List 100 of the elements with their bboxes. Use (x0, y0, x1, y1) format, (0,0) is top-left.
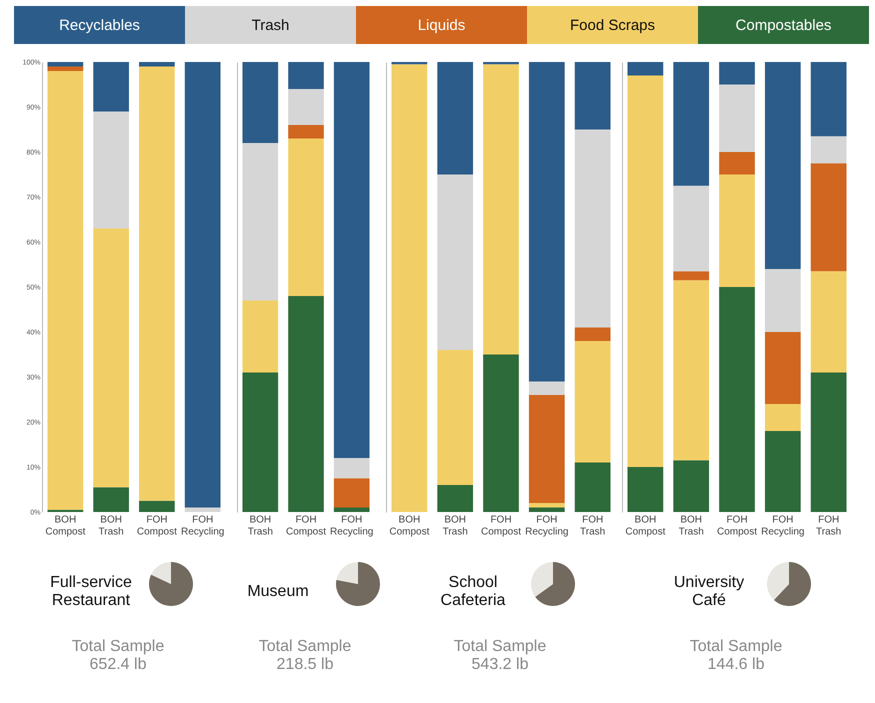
bar (719, 152, 755, 174)
bar (437, 62, 474, 174)
x-tick-label: FOH Recycling (330, 514, 374, 538)
bar (528, 395, 565, 503)
bar (288, 138, 324, 296)
bar (288, 89, 324, 125)
x-tick-label: FOH Compost (716, 514, 758, 538)
bar (719, 62, 755, 84)
bar (574, 462, 610, 512)
bar (184, 508, 221, 512)
bar (93, 62, 129, 112)
bar (719, 174, 755, 287)
bar (628, 62, 664, 76)
bar (483, 64, 519, 354)
bar (764, 404, 801, 431)
text: Compostables (698, 6, 869, 44)
bar (437, 350, 474, 485)
bar (437, 485, 474, 512)
bar (242, 143, 278, 300)
bar (810, 372, 846, 512)
bar (719, 287, 755, 512)
bar (184, 62, 221, 508)
bar (574, 62, 610, 130)
x-tick-label: FOH Trash (816, 514, 842, 538)
bar (47, 66, 84, 71)
text: Total Sample 144.6 lb (688, 638, 784, 674)
bar (139, 66, 175, 501)
bar (47, 62, 84, 66)
bar (139, 500, 175, 512)
bar (673, 62, 710, 186)
text: Food Scraps (527, 6, 698, 44)
bar (47, 71, 84, 510)
bar (483, 354, 519, 512)
text: Total Sample 652.4 lb (70, 638, 166, 674)
bar (288, 125, 324, 138)
bar (242, 372, 278, 512)
text: School Cafeteria (440, 574, 506, 610)
bar (288, 62, 324, 89)
bar (528, 382, 565, 395)
bar (528, 503, 565, 508)
bar (574, 341, 610, 462)
bar (528, 62, 565, 382)
bar (93, 487, 129, 512)
x-tick-label: BOH Trash (442, 514, 468, 538)
text: Full-service Restaurant (49, 574, 133, 610)
pie-slice (767, 562, 789, 600)
bar (574, 130, 610, 328)
bar (673, 186, 710, 272)
bar (93, 112, 129, 228)
x-tick-label: FOH Compost (136, 514, 178, 538)
x-tick-label: FOH Recycling (525, 514, 568, 538)
x-tick-label: FOH Recycling (761, 514, 804, 538)
pie-slice (336, 562, 358, 584)
x-tick-label: BOH Compost (389, 514, 430, 538)
bar (334, 508, 370, 512)
bar (810, 136, 846, 164)
text: Liquids (356, 6, 527, 44)
bar (628, 76, 664, 467)
text: Total Sample 218.5 lb (258, 638, 352, 674)
bar (810, 271, 846, 372)
bar (719, 84, 755, 152)
bar (528, 508, 565, 512)
x-tick-label: BOH Compost (45, 514, 86, 538)
text: Total Sample 543.2 lb (452, 638, 548, 674)
text: Trash (185, 6, 356, 44)
bar (334, 478, 370, 508)
bar (810, 62, 846, 136)
bar (93, 228, 129, 488)
x-tick-label: FOH Compost (480, 514, 522, 538)
bar (764, 431, 801, 512)
bar (334, 458, 370, 478)
bar (437, 174, 474, 350)
pie-slice (531, 562, 553, 597)
pie-slice (151, 562, 171, 584)
x-tick-label: FOH Compost (286, 514, 326, 538)
bar (574, 328, 610, 341)
bar (242, 300, 278, 372)
bar (810, 163, 846, 272)
pie-slice (774, 562, 811, 606)
bar (764, 332, 801, 404)
text: University Café (672, 574, 746, 610)
bar (764, 269, 801, 332)
bar (673, 280, 710, 460)
bar (673, 460, 710, 512)
x-tick-label: FOH Trash (580, 514, 606, 538)
bar (628, 467, 664, 512)
bar (242, 62, 278, 143)
x-tick-label: BOH Compost (625, 514, 666, 538)
x-tick-label: BOH Trash (98, 514, 124, 538)
x-tick-label: FOH Recycling (180, 514, 224, 538)
series-label: Recyclables (14, 6, 185, 44)
x-tick-label: BOH Trash (678, 514, 704, 538)
pie-slice (535, 562, 575, 606)
bar (288, 296, 324, 512)
x-tick-label: BOH Trash (248, 514, 273, 538)
bar (139, 62, 175, 66)
text: Museum (246, 583, 310, 601)
bar (764, 62, 801, 269)
bar (673, 271, 710, 280)
bar (334, 62, 370, 458)
